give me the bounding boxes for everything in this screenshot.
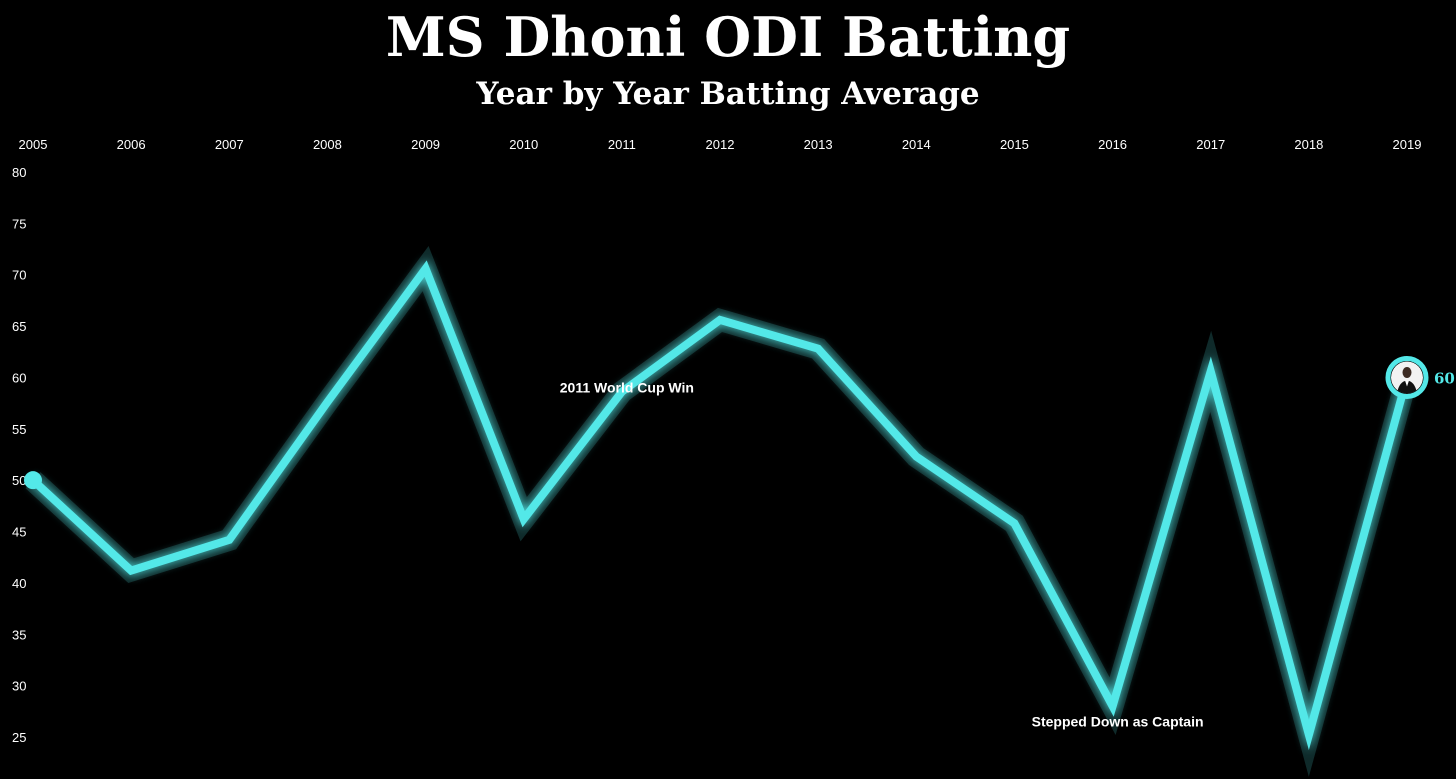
series-line-glow [25,246,1418,777]
x-tick-label: 2017 [1196,137,1225,152]
y-tick-label: 70 [12,268,26,283]
annotation-label: Stepped Down as Captain [1032,714,1204,730]
x-tick-label: 2005 [19,137,48,152]
x-tick-label: 2008 [313,137,342,152]
annotation-label: 2011 World Cup Win [560,380,694,396]
y-tick-label: 40 [12,576,26,591]
end-marker: 60 [1385,355,1455,399]
y-tick-label: 25 [12,730,26,745]
chart-title: MS Dhoni ODI Batting [385,5,1071,69]
x-tick-label: 2013 [804,137,833,152]
x-tick-label: 2015 [1000,137,1029,152]
series-line-group [25,246,1418,777]
series-line [30,260,1411,751]
x-axis: 2005 2006 2007 2008 2009 2010 2011 2012 2013 2014… [19,137,1422,152]
y-tick-label: 30 [12,679,26,694]
x-tick-label: 2010 [509,137,538,152]
y-tick-label: 50 [12,473,26,488]
photo-collar [1405,380,1409,387]
y-tick-label: 60 [12,370,26,385]
y-tick-label: 80 [12,165,26,180]
y-axis: 80 75 70 65 60 55 50 45 40 35 30 25 [12,165,26,745]
y-tick-label: 45 [12,525,26,540]
data-points [24,268,1408,736]
photo-head [1402,366,1412,378]
x-tick-label: 2007 [215,137,244,152]
x-tick-label: 2014 [902,137,931,152]
x-tick-label: 2012 [706,137,735,152]
x-tick-label: 2018 [1294,137,1323,152]
chart-subtitle: Year by Year Batting Average [476,76,980,112]
start-point-marker [24,471,42,490]
x-tick-label: 2009 [411,137,440,152]
x-tick-label: 2011 [608,137,636,152]
end-value-label: 60 [1434,369,1455,387]
photo-body [1397,380,1417,394]
x-tick-label: 2006 [117,137,146,152]
y-tick-label: 65 [12,319,26,334]
x-tick-label: 2016 [1098,137,1127,152]
y-tick-label: 35 [12,627,26,642]
annotations: 2011 World Cup Win Stepped Down as Captai… [560,380,1204,730]
y-tick-label: 55 [12,422,26,437]
x-tick-label: 2019 [1393,137,1422,152]
y-tick-label: 75 [12,216,26,231]
player-photo-icon [1391,361,1423,394]
